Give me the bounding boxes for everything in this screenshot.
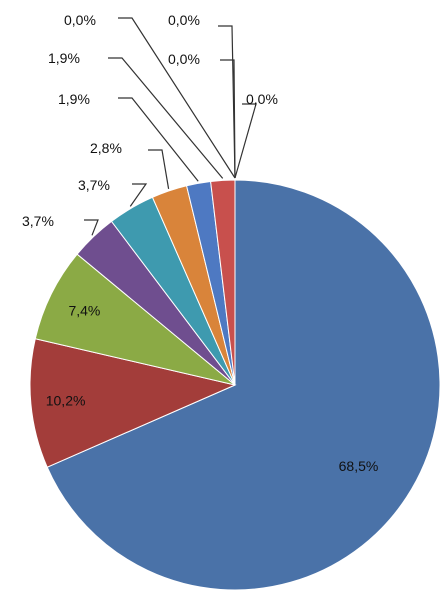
leader-line (84, 219, 99, 236)
pie-slice (210, 179, 236, 386)
slice-data-label: 7,4% (68, 302, 100, 318)
data-labels: 68,5% 10,2% 7,4% 3,7% 3,7% 2,8% 1,9% 1,9% 0,0% 0,… (22, 12, 378, 474)
slice-data-label: 3,7% (78, 177, 110, 193)
slice-data-label: 3,7% (22, 213, 54, 229)
leader-line (118, 97, 199, 182)
leader-line (118, 17, 236, 179)
slice-data-label: 1,9% (58, 91, 90, 107)
leader-lines (84, 17, 257, 236)
slice-data-label: 0,0% (168, 12, 200, 28)
slice-data-label: 0,0% (168, 51, 200, 67)
leader-line (234, 103, 257, 179)
pie-slice (46, 179, 441, 591)
slice-data-label: 1,9% (48, 50, 80, 66)
pie-slices (29, 179, 441, 591)
slice-data-label: 0,0% (64, 12, 96, 28)
leader-line (148, 149, 170, 190)
slice-data-label: 2,8% (90, 140, 122, 156)
leader-line (220, 59, 236, 179)
leader-line (108, 57, 224, 179)
leader-line (129, 183, 148, 207)
pie-slice (29, 338, 237, 468)
slice-data-label: 68,5% (339, 458, 379, 474)
slice-data-label: 0,0% (246, 91, 278, 107)
slice-data-label: 10,2% (46, 393, 86, 409)
